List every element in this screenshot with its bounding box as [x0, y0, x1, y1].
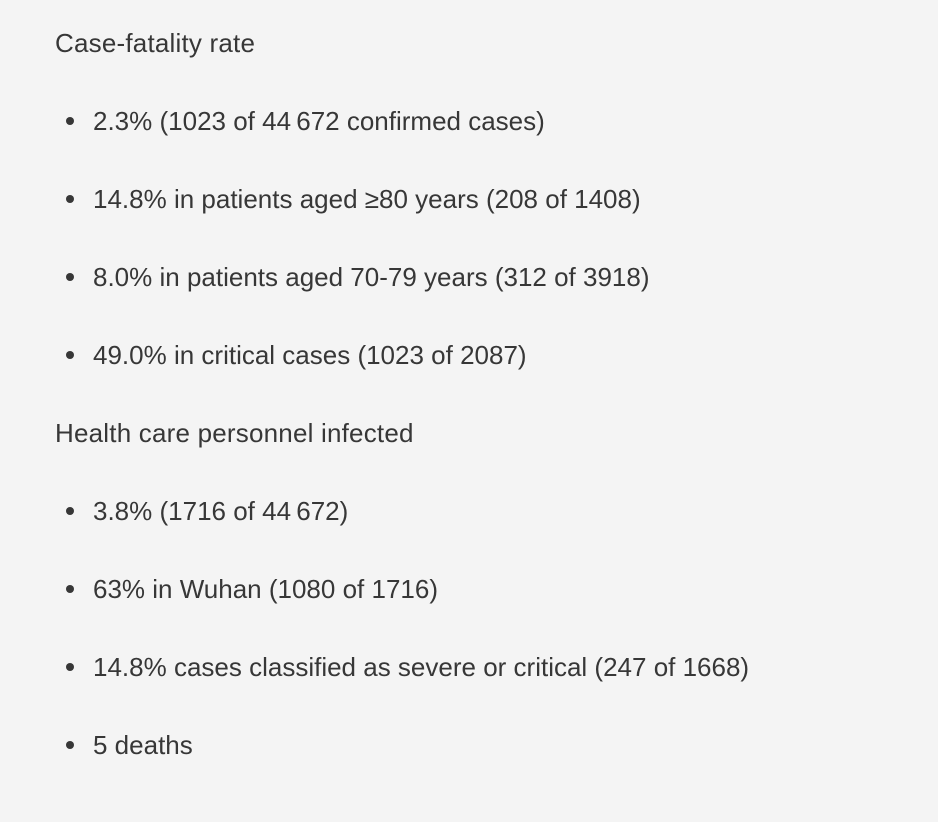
section-heading-case-fatality-rate: Case-fatality rate [55, 28, 256, 58]
list-item-text: 2.3% (1023 of 44 672 confirmed cases) [93, 106, 545, 136]
bullet-icon [66, 273, 74, 281]
bullet-icon [66, 351, 74, 359]
list-item: 14.8% cases classified as severe or crit… [55, 649, 918, 685]
list-item-text: 3.8% (1716 of 44 672) [93, 496, 349, 526]
bullet-icon [66, 741, 74, 749]
section-case-fatality-rate: Case-fatality rate 2.3% (1023 of 44 672 … [55, 25, 918, 373]
list-item-text: 49.0% in critical cases (1023 of 2087) [93, 340, 527, 370]
list-item-text: 8.0% in patients aged 70-79 years (312 o… [93, 262, 650, 292]
bullet-icon [66, 663, 74, 671]
health-care-personnel-list: 3.8% (1716 of 44 672) 63% in Wuhan (1080… [55, 493, 918, 763]
list-item-text: 14.8% cases classified as severe or crit… [93, 652, 750, 682]
list-item-text: 14.8% in patients aged ≥80 years (208 of… [93, 184, 641, 214]
case-fatality-list: 2.3% (1023 of 44 672 confirmed cases) 14… [55, 103, 918, 373]
list-item: 63% in Wuhan (1080 of 1716) [55, 571, 918, 607]
section-heading-health-care-personnel: Health care personnel infected [55, 418, 414, 448]
bullet-icon [66, 195, 74, 203]
list-item: 2.3% (1023 of 44 672 confirmed cases) [55, 103, 918, 139]
list-item: 5 deaths [55, 727, 918, 763]
bullet-icon [66, 585, 74, 593]
bullet-icon [66, 507, 74, 515]
list-item-text: 63% in Wuhan (1080 of 1716) [93, 574, 438, 604]
list-item-text: 5 deaths [93, 730, 193, 760]
list-item: 3.8% (1716 of 44 672) [55, 493, 918, 529]
list-item: 8.0% in patients aged 70-79 years (312 o… [55, 259, 918, 295]
section-health-care-personnel: Health care personnel infected 3.8% (171… [55, 415, 918, 763]
bullet-icon [66, 117, 74, 125]
list-item: 14.8% in patients aged ≥80 years (208 of… [55, 181, 918, 217]
list-item: 49.0% in critical cases (1023 of 2087) [55, 337, 918, 373]
